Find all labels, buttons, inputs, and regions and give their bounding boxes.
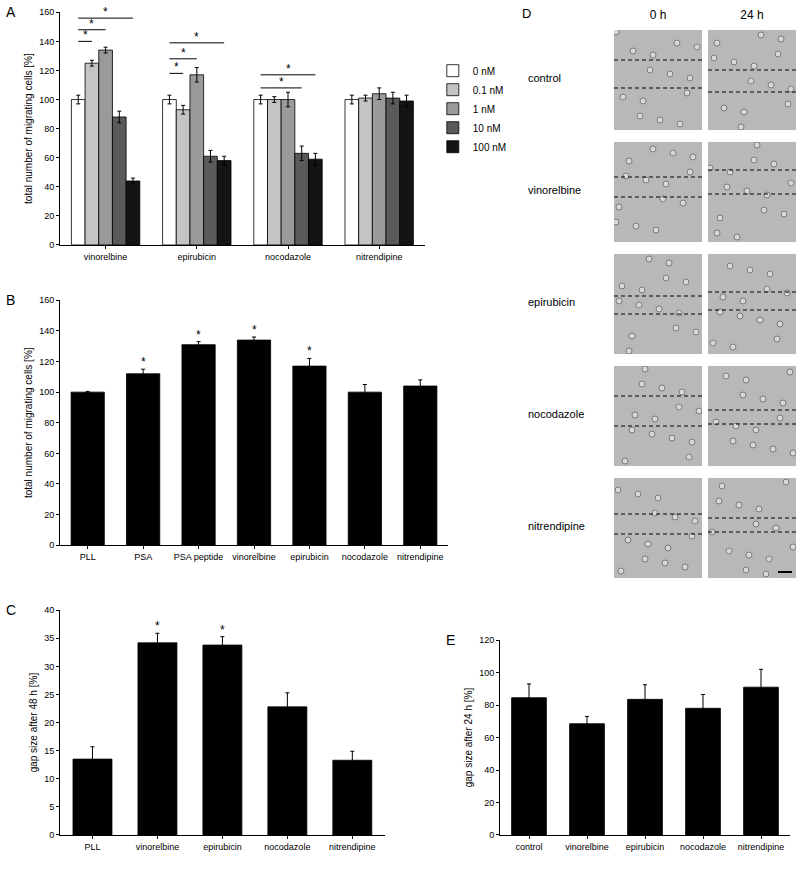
svg-text:gap size after 24 h [%]: gap size after 24 h [%] (463, 688, 474, 788)
svg-text:10: 10 (44, 774, 54, 784)
svg-text:B: B (6, 292, 15, 308)
svg-text:nitrendipine: nitrendipine (738, 842, 785, 852)
svg-text:*: * (141, 355, 146, 369)
svg-text:60: 60 (44, 449, 54, 459)
svg-text:*: * (252, 323, 257, 337)
svg-text:nitrendipine: nitrendipine (329, 842, 376, 852)
html-text:24 h: 24 h (740, 8, 764, 22)
svg-text:120: 120 (39, 66, 54, 76)
svg-text:40: 40 (44, 605, 54, 615)
svg-text:*: * (174, 60, 179, 74)
svg-text:60: 60 (484, 733, 494, 743)
svg-text:total number of migrating cell: total number of migrating cells [%] (23, 347, 34, 498)
svg-text:nocodazole: nocodazole (265, 252, 311, 262)
svg-text:vinorelbine: vinorelbine (84, 252, 128, 262)
svg-text:gap size after 48 h [%]: gap size after 48 h [%] (28, 673, 39, 773)
svg-text:vinorelbine: vinorelbine (136, 842, 180, 852)
svg-text:PSA: PSA (134, 552, 152, 562)
svg-text:*: * (307, 344, 312, 358)
svg-text:0 nM: 0 nM (473, 66, 495, 77)
svg-text:*: * (279, 75, 284, 89)
html-text:epirubicin: epirubicin (528, 296, 576, 308)
svg-text:*: * (194, 30, 199, 44)
svg-text:20: 20 (44, 510, 54, 520)
svg-text:nitrendipine: nitrendipine (397, 552, 444, 562)
svg-text:120: 120 (39, 357, 54, 367)
html-text:nocodazole: nocodazole (528, 408, 585, 420)
html-text:control: control (528, 72, 561, 84)
html-text:D: D (522, 6, 532, 21)
svg-text:5: 5 (49, 802, 54, 812)
svg-text:40: 40 (484, 765, 494, 775)
svg-text:PLL: PLL (84, 842, 100, 852)
svg-text:total number of migrating cell: total number of migrating cells [%] (23, 53, 34, 204)
svg-text:PSA peptide: PSA peptide (174, 552, 224, 562)
svg-text:15: 15 (44, 746, 54, 756)
svg-text:0.1 nM: 0.1 nM (473, 85, 504, 96)
svg-text:30: 30 (44, 662, 54, 672)
svg-text:*: * (103, 5, 108, 19)
svg-text:0: 0 (489, 830, 494, 840)
svg-text:100: 100 (39, 387, 54, 397)
svg-text:10 nM: 10 nM (473, 123, 501, 134)
html-text:vinorelbine: vinorelbine (528, 184, 582, 196)
svg-text:0: 0 (49, 240, 54, 250)
svg-text:0: 0 (49, 540, 54, 550)
svg-text:20: 20 (44, 211, 54, 221)
svg-text:120: 120 (479, 635, 494, 645)
svg-text:1 nM: 1 nM (473, 104, 495, 115)
svg-text:epirubicin: epirubicin (178, 252, 217, 262)
svg-text:C: C (6, 602, 16, 618)
html-text:nitrendipine: nitrendipine (528, 520, 585, 532)
svg-text:epirubicin: epirubicin (290, 552, 329, 562)
svg-text:*: * (286, 62, 291, 76)
svg-text:100 nM: 100 nM (473, 142, 506, 153)
svg-text:25: 25 (44, 690, 54, 700)
svg-text:E: E (446, 632, 455, 648)
svg-text:100: 100 (39, 95, 54, 105)
svg-text:A: A (6, 4, 16, 20)
svg-text:35: 35 (44, 633, 54, 643)
svg-text:40: 40 (44, 479, 54, 489)
svg-text:160: 160 (39, 295, 54, 305)
svg-text:nocodazole: nocodazole (680, 842, 726, 852)
svg-text:epirubicin: epirubicin (626, 842, 665, 852)
svg-text:40: 40 (44, 182, 54, 192)
svg-text:100: 100 (479, 668, 494, 678)
svg-text:80: 80 (44, 124, 54, 134)
svg-text:160: 160 (39, 7, 54, 17)
svg-text:vinorelbine: vinorelbine (565, 842, 609, 852)
svg-text:140: 140 (39, 326, 54, 336)
svg-text:140: 140 (39, 37, 54, 47)
svg-text:80: 80 (484, 700, 494, 710)
svg-text:20: 20 (484, 798, 494, 808)
svg-text:0: 0 (49, 830, 54, 840)
svg-text:nocodazole: nocodazole (342, 552, 388, 562)
svg-text:*: * (83, 28, 88, 42)
svg-text:epirubicin: epirubicin (203, 842, 242, 852)
svg-text:vinorelbine: vinorelbine (232, 552, 276, 562)
svg-text:20: 20 (44, 718, 54, 728)
svg-text:60: 60 (44, 153, 54, 163)
svg-text:*: * (220, 623, 225, 637)
svg-text:nocodazole: nocodazole (264, 842, 310, 852)
svg-text:control: control (515, 842, 542, 852)
svg-text:80: 80 (44, 418, 54, 428)
svg-text:*: * (89, 17, 94, 31)
svg-text:*: * (155, 619, 160, 633)
svg-text:*: * (181, 46, 186, 60)
svg-text:*: * (196, 328, 201, 342)
svg-text:nitrendipine: nitrendipine (356, 252, 403, 262)
svg-text:PLL: PLL (80, 552, 96, 562)
html-text:0 h: 0 h (649, 8, 667, 22)
